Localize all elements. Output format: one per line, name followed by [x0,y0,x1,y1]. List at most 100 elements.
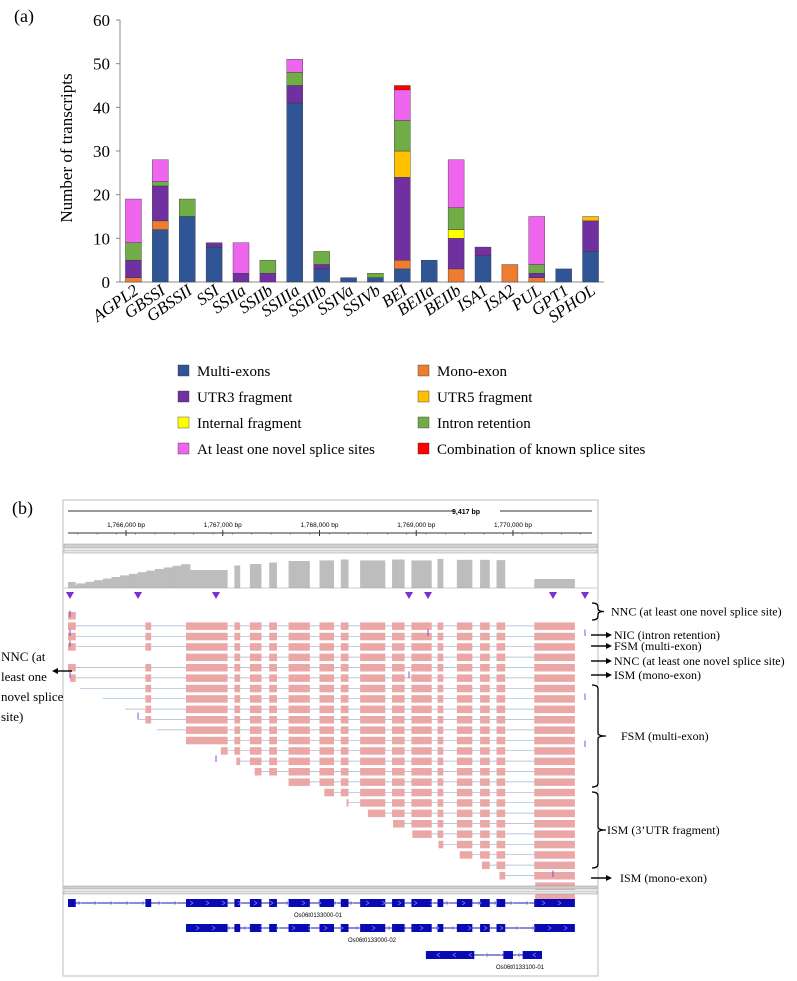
read-exon-block [367,809,386,818]
read-exon-block [288,632,310,641]
read-exon-block [249,632,262,641]
read-exon-block [534,664,575,672]
read-exon-block [496,809,506,818]
bar-segment [394,150,411,178]
read-exon-block [145,684,152,693]
read-exon-block [360,622,386,630]
read-exon-block [534,830,575,838]
gene-exon-block [480,924,490,932]
strand-arrow-icon [195,925,200,931]
read-exon-block [456,622,473,630]
read-exon-block [249,653,262,662]
gene-model-label: Os06t0133100-01 [496,965,545,971]
read-exon-block [319,726,335,734]
bar-segment [528,264,545,274]
read-exon-block [437,809,444,818]
read-exon-block [534,778,575,786]
read-exon-block [186,632,228,641]
left-annotation-label: site) [1,709,23,724]
read-exon-block [319,778,335,786]
strand-arrow-icon [371,925,376,931]
read-exon-block [456,716,473,724]
read-exon-block [68,632,76,641]
read-exon-block [411,622,432,630]
ruler-ticks: 1,766,000 bp 1,767,000 bp 1,768,000 bp 1,76… [77,522,581,536]
strand-arrow-icon [484,952,489,958]
read-exon-block [496,861,506,870]
read-exon-block [496,820,506,828]
read-exon-block [340,716,349,724]
strand-arrow-icon [285,900,290,906]
bar-segment [313,251,330,265]
strand-arrow-icon [365,900,370,906]
strand-arrow-icon [403,925,408,931]
read-exon-block [534,705,575,714]
read-exon-block [437,830,444,838]
read-exon-block [288,736,310,745]
annotation-label: NIC (intron retention) [614,628,720,642]
read-exon-block [360,726,386,734]
bar-segment [125,198,142,243]
left-annotation: NNC (at least one novel splice site) [1,649,72,724]
read-exon-block [249,747,262,755]
legend-label: UTR5 fragment [437,390,533,406]
strand-arrow-icon [93,900,98,906]
read-exon-block [534,768,575,776]
read-exon-block [496,716,506,724]
insertion-marker-icon: I [69,639,72,649]
legend-label: At least one novel splice sites [197,442,375,458]
read-exon-block [411,757,432,766]
insertion-marker-icon: I [584,628,587,638]
strand-arrow-icon [227,925,232,931]
arrow-head-icon [606,672,612,678]
read-exon-block [437,757,444,766]
strand-arrow-icon [339,925,344,931]
insertion-marker-icon: I [584,692,587,702]
read-exon-block [288,757,310,766]
left-annotation-label: novel splice [1,689,64,704]
read-exon-block [360,632,386,641]
panel-a-label: (a) [14,6,34,27]
read-exon-block [319,664,335,672]
read-exon-block [319,622,335,630]
read-exon-block [288,747,310,755]
coverage-bar [76,583,86,588]
bar-segment [394,176,411,261]
read-exon-block [456,653,473,662]
read-exon-block [186,684,228,693]
read-exon-block [392,653,405,662]
junction-marker-icon [134,592,142,599]
strand-arrow-icon [500,952,505,958]
span-label: 9,417 bp [452,509,480,516]
read-exon-block [480,840,490,849]
bar-segment [528,216,545,265]
strand-arrow-icon [435,925,440,931]
read-exon-block [145,705,152,714]
y-tick-label: 40 [93,98,110,117]
strand-arrow-icon [323,925,328,931]
insertion-marker-icon: I [552,869,555,879]
insertion-marker-icon: I [427,628,430,638]
read-exon-block [269,747,277,755]
read-exon-block [319,716,335,724]
read-exon-block [496,840,506,849]
gene-exon-block [288,924,310,932]
read-exon-block [437,736,444,745]
read-exon-block [456,695,473,703]
bar-segment [582,251,599,283]
strand-arrow-icon [461,900,466,906]
strand-arrow-icon [419,925,424,931]
bar-segment [152,181,169,187]
read-exon-block [319,632,335,641]
legend-swatch [177,390,190,403]
read-exon-block [437,778,444,786]
strand-arrow-icon [189,900,194,906]
bar-segment [394,85,411,91]
read-exon-block [496,632,506,641]
arrow-head-icon [606,658,612,664]
read-exon-block [68,643,76,651]
read-exon-block [480,820,490,828]
bar-segment [152,159,169,182]
read-exon-block [459,851,473,859]
bar-segment [313,268,330,283]
